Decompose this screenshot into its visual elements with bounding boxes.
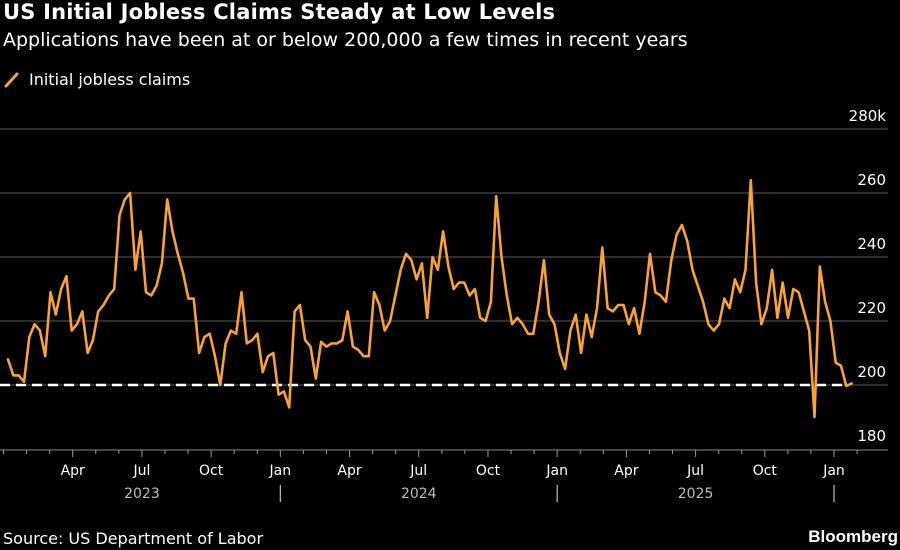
x-tick-label: Oct xyxy=(753,463,778,479)
x-tick-label: Jul xyxy=(686,463,704,479)
y-tick-label: 220 xyxy=(857,299,886,317)
chart-title: US Initial Jobless Claims Steady at Low … xyxy=(3,0,556,24)
series-line-initial-jobless-claims xyxy=(6,178,853,419)
x-tick-label: Oct xyxy=(199,463,224,479)
y-tick-label: 240 xyxy=(857,235,886,253)
chart-subtitle: Applications have been at or below 200,0… xyxy=(3,29,688,51)
x-tick-label: Jul xyxy=(409,463,427,479)
y-tick-label: 280k xyxy=(849,107,887,125)
source-note: Source: US Department of Labor xyxy=(3,529,264,548)
x-tick-label: Apr xyxy=(61,463,85,479)
line-swatch-icon xyxy=(4,72,19,87)
x-axis: Apr Jul Oct Jan Apr Jul Oct Jan Apr Jul Oct Jan 2023… xyxy=(0,449,888,502)
legend: Initial jobless claims xyxy=(3,70,190,89)
y-axis-labels: 280k 260 240 220 200 180 xyxy=(849,107,887,445)
x-tick-label: Jan xyxy=(269,463,292,479)
series-layer xyxy=(6,178,853,419)
year-label: 2023 xyxy=(124,486,160,502)
x-tick-label: Jan xyxy=(545,463,568,479)
x-tick-label: Apr xyxy=(337,463,361,479)
x-tick-label: Apr xyxy=(614,463,638,479)
year-label: 2024 xyxy=(401,486,437,502)
y-tick-label: 200 xyxy=(857,363,886,381)
x-tick-label: Oct xyxy=(476,463,501,479)
y-tick-label: 180 xyxy=(857,427,886,445)
x-tick-label: Jan xyxy=(822,463,845,479)
legend-label: Initial jobless claims xyxy=(29,70,191,89)
bloomberg-logo: Bloomberg xyxy=(808,527,898,546)
year-label: 2025 xyxy=(678,486,714,502)
x-tick-label: Jul xyxy=(132,463,150,479)
y-tick-label: 260 xyxy=(857,171,886,189)
